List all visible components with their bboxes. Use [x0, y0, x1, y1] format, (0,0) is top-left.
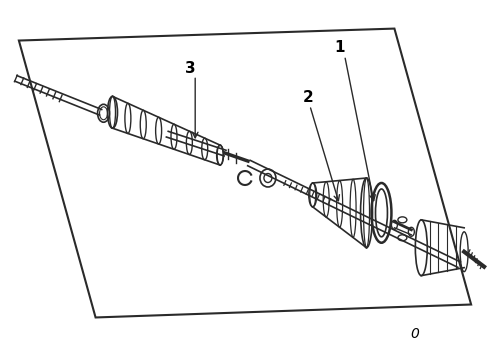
Text: 1: 1 [334, 40, 345, 55]
Text: 2: 2 [302, 90, 313, 105]
Text: 3: 3 [185, 61, 196, 76]
Text: 0: 0 [410, 327, 419, 341]
